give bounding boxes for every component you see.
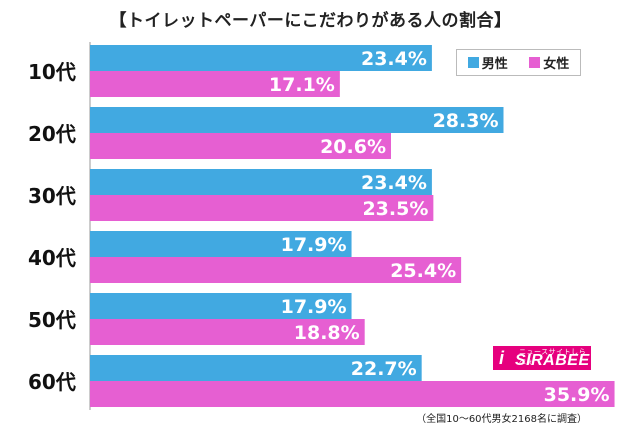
logo-mark-icon: i — [499, 348, 505, 368]
logo-text: SIRABEE — [515, 352, 590, 369]
bars-group: 23.4% 17.1% 28.3% 20.6% 23.4% 23.5% 17.9% 25.4%… — [90, 45, 615, 407]
value-label-female: 25.4% — [390, 260, 456, 282]
value-label-male: 23.4% — [361, 172, 427, 194]
value-label-female: 35.9% — [544, 384, 610, 406]
category-label: 30代 — [28, 184, 76, 208]
bar-female — [90, 319, 365, 345]
legend: 男性 女性 — [456, 49, 581, 76]
logo-subtext: ニュースサイトしらべぇ — [519, 349, 587, 366]
bar-male — [90, 355, 422, 381]
value-label-male: 22.7% — [351, 358, 417, 380]
value-label-male: 23.4% — [361, 48, 427, 70]
bar-female — [90, 71, 340, 97]
bar-female — [90, 257, 462, 283]
legend-item-male: 男性 — [467, 53, 508, 72]
value-label-male: 17.9% — [281, 234, 347, 256]
value-label-male: 17.9% — [281, 296, 347, 318]
value-label-female: 20.6% — [320, 136, 386, 158]
legend-swatch-male — [467, 57, 479, 68]
chart-title: 【トイレットペーパーにこだわりがある人の割合】 — [109, 11, 512, 31]
sirabee-logo: i ニュースサイトしらべぇ SIRABEE — [493, 346, 591, 370]
legend-label-female: 女性 — [543, 57, 570, 72]
bar-male — [90, 107, 504, 133]
bar-female — [90, 195, 434, 221]
legend-item-female: 女性 — [529, 53, 569, 72]
bar-female — [90, 381, 615, 407]
category-label: 40代 — [28, 246, 76, 270]
bar-male — [90, 231, 352, 257]
survey-footnote: （全国10～60代男女2168名に調査） — [416, 414, 587, 425]
bar-male — [90, 169, 432, 195]
value-label-female: 17.1% — [269, 74, 335, 96]
value-label-male: 28.3% — [433, 110, 499, 132]
category-label: 60代 — [28, 370, 76, 394]
bar-female — [90, 133, 391, 159]
category-label: 10代 — [28, 60, 76, 84]
category-label: 50代 — [28, 308, 76, 332]
category-label: 20代 — [28, 122, 76, 146]
value-label-female: 23.5% — [362, 198, 428, 220]
bar-male — [90, 45, 432, 71]
legend-label-male: 男性 — [481, 57, 508, 72]
legend-swatch-female — [529, 57, 541, 68]
bar-male — [90, 293, 352, 319]
value-label-female: 18.8% — [294, 322, 360, 344]
